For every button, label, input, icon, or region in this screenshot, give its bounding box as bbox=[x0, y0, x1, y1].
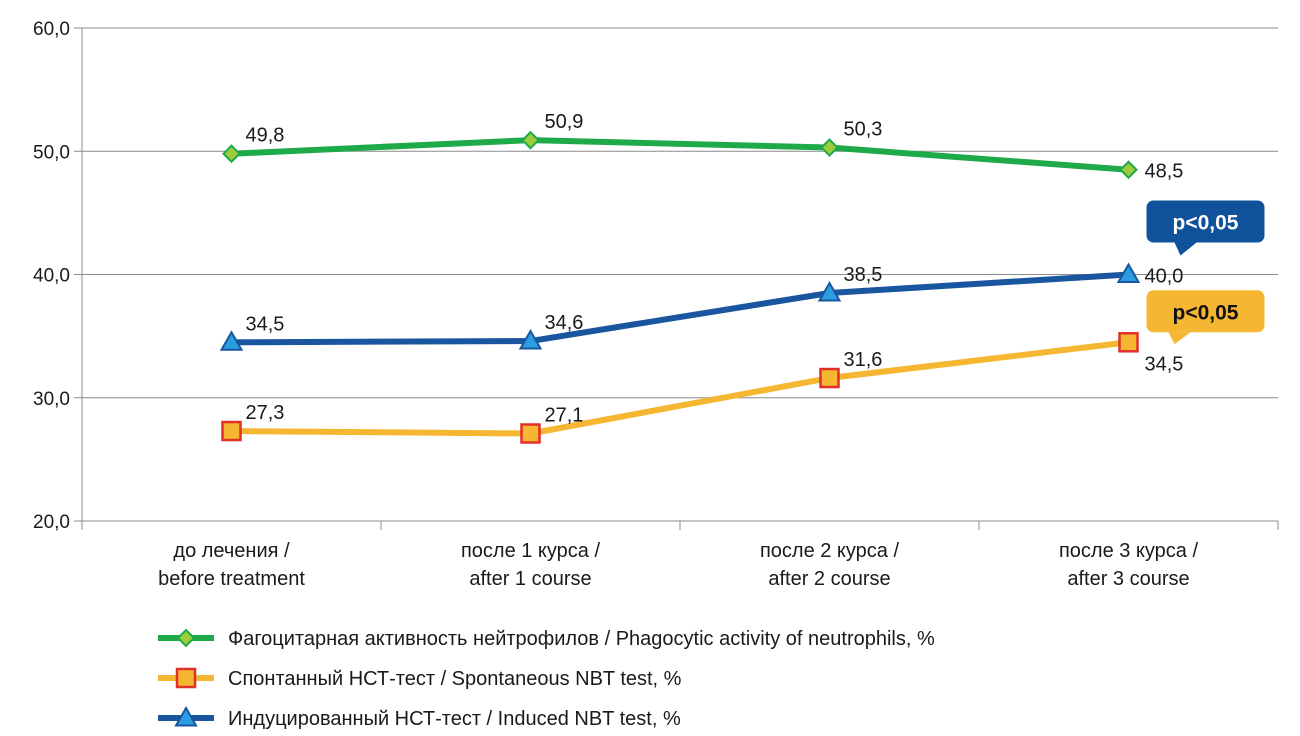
p-value-badge-pointer bbox=[1174, 242, 1197, 256]
series-0-point bbox=[222, 144, 241, 164]
data-label: 34,5 bbox=[1145, 353, 1184, 375]
series-1-point bbox=[819, 367, 840, 389]
data-label: 38,5 bbox=[844, 264, 883, 286]
x-category-label-line: до лечения / bbox=[173, 540, 290, 562]
x-category-label-line: после 1 курса / bbox=[461, 540, 601, 562]
y-axis-ticks: 20,0 30,0 40,0 50,0 60,0 bbox=[33, 19, 82, 533]
series-line-2 bbox=[231, 271, 1129, 346]
y-tick-label: 40,0 bbox=[33, 266, 70, 287]
p-value-badge: p<0,05 bbox=[1146, 200, 1265, 256]
series-2-point bbox=[518, 329, 543, 350]
x-category-label-line: before treatment bbox=[158, 568, 305, 590]
data-label: 49,8 bbox=[246, 125, 285, 147]
data-label: 34,6 bbox=[545, 312, 584, 334]
legend-label: Фагоцитарная активность нейтрофилов / Ph… bbox=[228, 628, 935, 650]
series-0-point bbox=[1119, 160, 1138, 180]
series-2-point bbox=[817, 280, 842, 302]
callouts: p<0,05 p<0,05 bbox=[1146, 200, 1265, 345]
data-label: 27,1 bbox=[545, 404, 584, 426]
data-label: 40,0 bbox=[1145, 266, 1184, 288]
legend-item: Фагоцитарная активность нейтрофилов / Ph… bbox=[158, 628, 935, 650]
legend-swatch-marker bbox=[176, 628, 196, 648]
series-line-0 bbox=[231, 137, 1129, 173]
y-tick-label: 30,0 bbox=[33, 389, 70, 410]
series-0-point bbox=[820, 138, 839, 157]
p-value-badge: p<0,05 bbox=[1146, 290, 1265, 345]
legend-label: Спонтанный НСТ-тест / Spontaneous NBT te… bbox=[228, 668, 682, 690]
data-label: 34,5 bbox=[246, 313, 285, 335]
data-label: 50,3 bbox=[844, 119, 883, 141]
series-0-point bbox=[521, 130, 540, 150]
data-label: 31,6 bbox=[844, 349, 883, 371]
p-value-badge-pointer bbox=[1168, 332, 1191, 345]
data-label: 27,3 bbox=[246, 402, 285, 424]
legend-item: Индуцированный НСТ-тест / Induced NBT te… bbox=[158, 705, 681, 730]
p-value-badge-text: p<0,05 bbox=[1173, 301, 1239, 324]
data-label: 48,5 bbox=[1145, 161, 1184, 183]
series-group bbox=[219, 130, 1141, 444]
legend-label: Индуцированный НСТ-тест / Induced NBT te… bbox=[228, 708, 681, 730]
series-2-point bbox=[1116, 262, 1141, 283]
data-label: 50,9 bbox=[545, 111, 584, 133]
x-category-label: после 3 курса / after 3 course bbox=[1059, 540, 1199, 590]
p-value-badge-box bbox=[1146, 290, 1265, 333]
x-category-label: после 1 курса / after 1 course bbox=[461, 540, 601, 590]
y-tick-label: 50,0 bbox=[33, 142, 70, 163]
legend-swatch-marker bbox=[175, 667, 197, 689]
x-category-label-line: после 2 курса / bbox=[760, 540, 900, 562]
x-category-label-line: after 1 course bbox=[469, 568, 591, 590]
x-category-label: после 2 курса / after 2 course bbox=[760, 540, 900, 590]
x-category-label-line: after 3 course bbox=[1067, 568, 1189, 590]
legend-swatch-marker bbox=[174, 705, 198, 727]
y-tick-label: 60,0 bbox=[33, 19, 70, 40]
series-1-point bbox=[221, 420, 242, 442]
series-line-1 bbox=[231, 339, 1129, 437]
x-category-label-line: после 3 курса / bbox=[1059, 540, 1199, 562]
series-1-point bbox=[1118, 332, 1139, 353]
data-labels: 49,8 50,9 50,3 48,5 27,3 27,1 31,6 34,5 34,5 34,6… bbox=[246, 111, 1184, 426]
p-value-badge-text: p<0,05 bbox=[1173, 212, 1239, 235]
legend: Фагоцитарная активность нейтрофилов / Ph… bbox=[158, 628, 935, 730]
x-category-label-line: after 2 course bbox=[768, 568, 890, 590]
y-tick-label: 20,0 bbox=[33, 512, 70, 533]
p-value-badge-box bbox=[1146, 200, 1265, 243]
legend-item: Спонтанный НСТ-тест / Spontaneous NBT te… bbox=[158, 667, 682, 690]
series-1-point bbox=[520, 423, 541, 444]
x-axis-categories: до лечения / before treatment после 1 курс… bbox=[81, 521, 1279, 590]
x-category-label: до лечения / before treatment bbox=[158, 540, 305, 590]
series-2-point bbox=[219, 330, 244, 351]
